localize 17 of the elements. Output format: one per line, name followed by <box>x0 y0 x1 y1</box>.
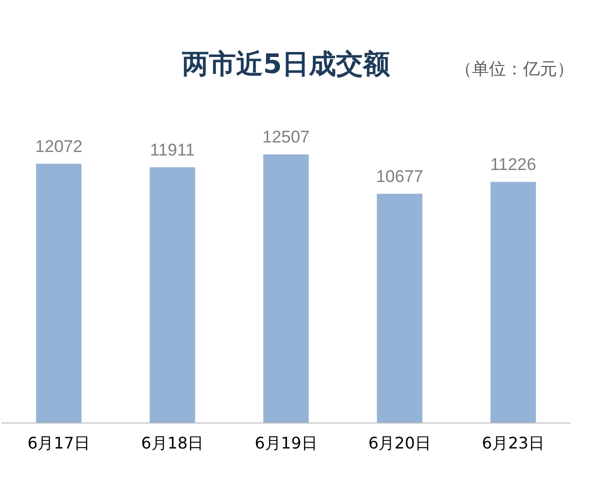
x-tick-label: 6月23日 <box>482 434 544 453</box>
x-tick-label: 6月19日 <box>254 434 318 453</box>
bar <box>150 167 196 423</box>
bar <box>490 182 536 423</box>
x-tick-label: 6月18日 <box>141 434 204 453</box>
data-label: 10677 <box>376 166 424 186</box>
x-tick-label: 6月20日 <box>368 434 431 453</box>
x-tick-label: 6月17日 <box>28 434 90 453</box>
data-label: 12072 <box>35 136 82 156</box>
data-label: 11226 <box>490 155 536 174</box>
data-label: 11911 <box>150 140 195 160</box>
data-label: 12507 <box>262 128 310 147</box>
bar <box>36 164 82 423</box>
bar <box>376 194 422 423</box>
bar <box>263 154 309 423</box>
chart-title: 两市近5日成交额 <box>181 49 391 80</box>
text: （单位：亿元） <box>455 59 574 80</box>
